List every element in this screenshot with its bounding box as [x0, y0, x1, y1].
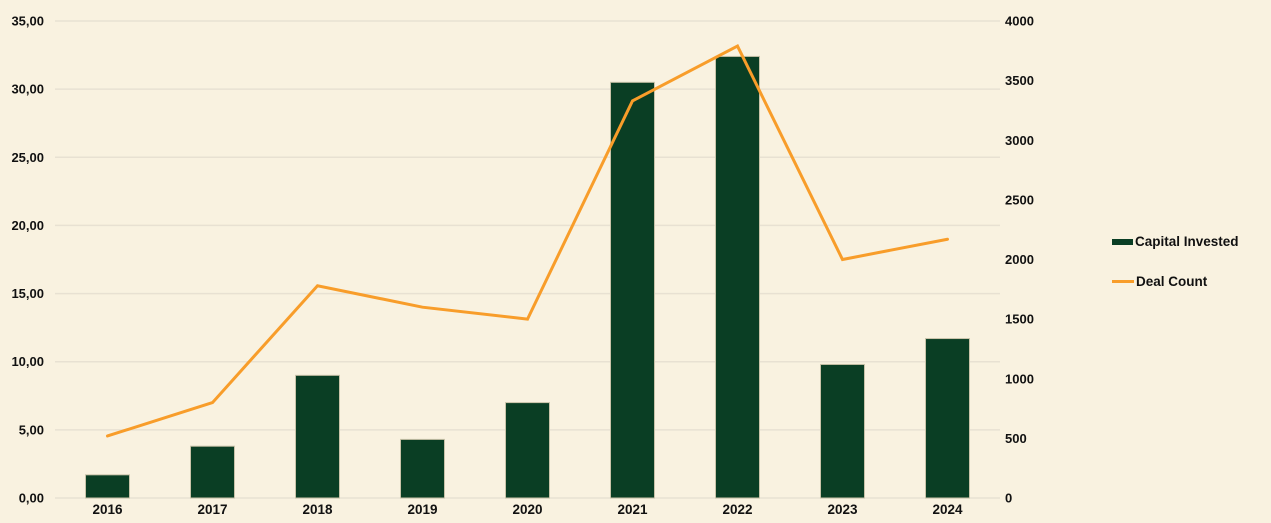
right-axis-tick-label: 2000 — [1005, 252, 1034, 267]
x-axis-label-2020: 2020 — [512, 502, 542, 517]
left-axis-tick-label: 35,00 — [11, 14, 44, 29]
legend-swatch-bar — [1112, 238, 1133, 245]
bar-2021 — [610, 81, 655, 499]
right-axis-tick-label: 2500 — [1005, 192, 1034, 207]
bar-2024 — [925, 338, 970, 499]
legend-item-deal-count: Deal Count — [1112, 274, 1239, 289]
x-axis-label-2017: 2017 — [197, 502, 227, 517]
right-axis-tick-label: 3000 — [1005, 133, 1034, 148]
x-axis-label-2019: 2019 — [407, 502, 437, 517]
x-axis-label-2016: 2016 — [92, 502, 123, 517]
bar-2016 — [85, 474, 130, 499]
right-axis-tick-label: 4000 — [1005, 14, 1034, 29]
x-axis-label-2022: 2022 — [722, 502, 752, 517]
x-axis-label-2018: 2018 — [302, 502, 333, 517]
bar-2022 — [715, 55, 760, 499]
left-axis-tick-label: 0,00 — [19, 491, 44, 506]
right-axis-tick-label: 1500 — [1005, 312, 1034, 327]
left-axis-tick-label: 10,00 — [11, 354, 44, 369]
left-axis-tick-label: 20,00 — [11, 218, 44, 233]
legend-swatch-line — [1112, 280, 1134, 283]
legend: Capital Invested Deal Count — [1112, 234, 1239, 289]
x-axis-label-2021: 2021 — [617, 502, 648, 517]
legend-item-capital-invested: Capital Invested — [1112, 234, 1239, 249]
bar-2020 — [505, 402, 550, 499]
legend-label-capital-invested: Capital Invested — [1135, 234, 1239, 249]
bar-2017 — [190, 445, 235, 499]
left-axis-tick-label: 15,00 — [11, 286, 44, 301]
left-axis-tick-label: 5,00 — [19, 422, 44, 437]
left-axis-tick-label: 25,00 — [11, 150, 44, 165]
deal-count-line — [106, 44, 949, 438]
bar-2019 — [400, 438, 445, 499]
right-axis-tick-label: 0 — [1005, 491, 1012, 506]
bar-2023 — [820, 363, 865, 499]
left-axis-tick-label: 30,00 — [11, 82, 44, 97]
x-axis-label-2024: 2024 — [932, 502, 963, 517]
legend-label-deal-count: Deal Count — [1136, 274, 1208, 289]
right-axis-tick-label: 3500 — [1005, 73, 1034, 88]
x-axis-label-2023: 2023 — [827, 502, 858, 517]
right-axis-tick-label: 1000 — [1005, 371, 1034, 386]
right-axis-tick-label: 500 — [1005, 431, 1027, 446]
bar-2018 — [295, 374, 340, 499]
